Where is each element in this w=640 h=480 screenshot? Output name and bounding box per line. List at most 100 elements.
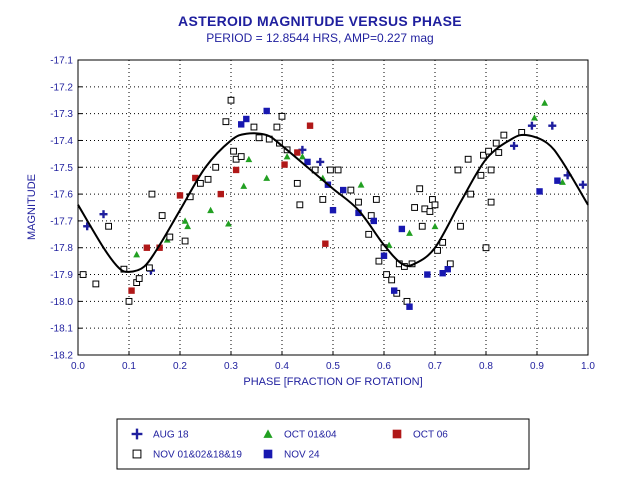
x-tick-label: 0.4 [275,361,289,372]
point-oct-01-04 [299,153,306,160]
point-nov-01-02-18-19 [457,222,464,230]
data-points [79,96,587,310]
x-tick-label: 0.2 [173,361,187,372]
point-nov-01-02-18-19 [487,166,495,174]
point-oct-06 [143,244,151,251]
x-axis-title: PHASE [FRACTION OF ROTATION] [243,376,422,388]
point-oct-01-04 [357,181,365,188]
point-oct-06 [294,149,301,156]
point-nov-01-02-18-19 [434,247,441,254]
y-tick-label: -17.6 [50,190,73,201]
point-nov-01-02-18-19 [204,175,212,183]
point-oct-01-04 [559,178,566,185]
point-nov-01-02-18-19 [212,163,220,171]
point-aug-18 [510,141,519,150]
legend-label: NOV 01&02&18&19 [153,450,242,461]
y-tick-label: -17.7 [50,216,73,227]
legend: AUG 18 OCT 01&04 OCT 06 NOV 01&02&18&19 NOV … [116,418,530,470]
point-oct-01-04 [431,222,439,230]
point-nov-01-02-18-19 [293,179,301,187]
point-nov-01-02-18-19 [418,222,426,230]
point-nov-01-02-18-19 [495,149,503,156]
legend-label: OCT 06 [413,430,448,441]
x-tick-label: 1.0 [581,361,595,372]
point-nov-01-02-18-19 [403,297,411,305]
y-tick-label: -17.1 [50,56,73,67]
y-tick-label: -17.3 [50,109,73,120]
x-tick-label: 0.1 [122,361,136,372]
point-aug-18 [316,157,325,166]
point-nov-01-02-18-19 [411,204,419,211]
legend-label: AUG 18 [153,430,189,441]
point-oct-01-04 [283,153,291,160]
point-nov-01-02-18-19 [273,123,281,131]
point-nov-24 [391,287,398,294]
y-tick-label: -18.2 [50,351,73,362]
point-nov-01-02-18-19 [372,196,380,203]
point-nov-01-02-18-19 [467,190,475,198]
point-nov-01-02-18-19 [388,276,396,284]
point-nov-01-02-18-19 [446,260,454,268]
point-nov-01-02-18-19 [278,112,286,120]
point-nov-01-02-18-19 [327,166,334,174]
y-tick-label: -17.5 [50,163,73,174]
chart-title: ASTEROID MAGNITUDE VERSUS PHASE [178,13,462,29]
point-nov-24 [439,270,446,277]
point-nov-01-02-18-19 [125,297,133,305]
x-tick-label: 0.0 [71,361,85,372]
y-tick-label: -18.1 [50,324,73,335]
point-nov-01-02-18-19 [347,186,355,194]
point-nov-24 [424,271,431,278]
point-oct-01-04 [541,99,549,106]
point-nov-01-02-18-19 [367,212,375,219]
point-nov-24 [536,188,543,195]
point-nov-01-02-18-19 [135,275,143,282]
point-nov-01-02-18-19 [105,222,112,230]
point-nov-01-02-18-19 [426,208,434,215]
point-nov-01-02-18-19 [227,96,235,104]
legend-marker [263,449,273,459]
point-nov-01-02-18-19 [158,212,166,219]
point-oct-01-04 [133,251,141,258]
point-oct-01-04 [406,229,413,236]
point-nov-24 [329,206,337,214]
point-nov-24 [370,217,377,225]
point-oct-01-04 [207,206,214,214]
point-nov-01-02-18-19 [296,201,304,209]
legend-marker [131,428,143,440]
legend-marker [132,449,142,459]
point-nov-01-02-18-19 [319,196,327,203]
point-aug-18 [99,210,108,219]
point-nov-01-02-18-19 [439,238,447,246]
point-oct-01-04 [245,155,253,163]
point-nov-24 [406,303,413,310]
point-nov-01-02-18-19 [477,171,485,179]
point-nov-01-02-18-19 [146,264,153,272]
grid [78,60,588,355]
point-nov-01-02-18-19 [237,153,245,160]
legend-marker [392,429,402,439]
point-nov-24 [304,158,311,166]
y-tick-label: -17.4 [50,136,73,147]
point-nov-01-02-18-19 [482,244,490,252]
point-nov-24 [380,252,388,259]
point-nov-24 [238,121,245,128]
y-tick-label: -17.8 [50,243,73,254]
point-nov-01-02-18-19 [375,257,383,265]
point-nov-01-02-18-19 [222,118,230,126]
legend-box [116,418,530,470]
chart-subtitle: PERIOD = 12.8544 HRS, AMP=0.227 mag [206,31,434,45]
x-tick-label: 0.5 [326,361,340,372]
legend-marker [263,429,273,438]
point-nov-24 [243,115,250,123]
point-nov-01-02-18-19 [181,237,189,245]
point-nov-01-02-18-19 [500,131,508,139]
point-oct-06 [156,244,163,251]
point-oct-06 [232,166,240,174]
point-oct-01-04 [225,220,232,227]
point-nov-01-02-18-19 [334,166,342,174]
point-nov-01-02-18-19 [79,271,87,278]
point-oct-01-04 [181,217,189,224]
y-axis-title: MAGNITUDE [26,174,38,240]
